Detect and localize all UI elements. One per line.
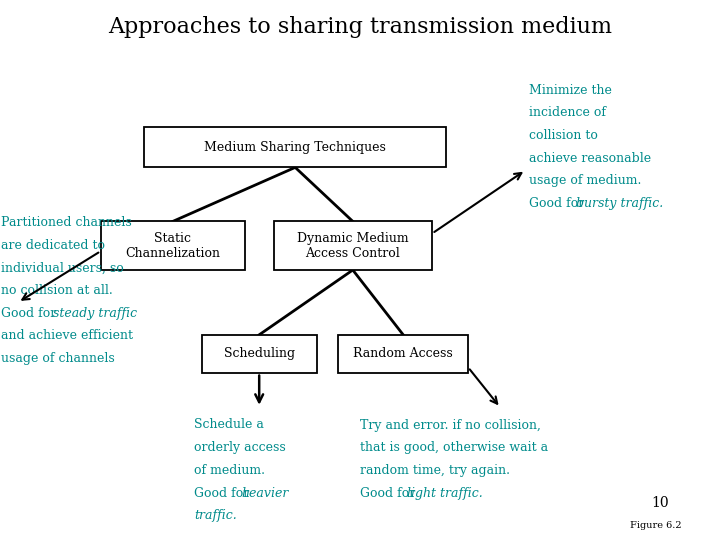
Text: Minimize the: Minimize the [529, 84, 612, 97]
Text: usage of medium.: usage of medium. [529, 174, 642, 187]
Text: 10: 10 [652, 496, 669, 510]
Text: that is good, otherwise wait a: that is good, otherwise wait a [360, 441, 548, 454]
Text: and achieve efficient: and achieve efficient [1, 329, 132, 342]
Text: steady traffic: steady traffic [53, 307, 137, 320]
Text: Good for: Good for [1, 307, 60, 320]
FancyBboxPatch shape [101, 221, 245, 270]
Text: Random Access: Random Access [354, 347, 453, 360]
Text: of medium.: of medium. [194, 464, 266, 477]
FancyBboxPatch shape [338, 335, 468, 373]
Text: Static
Channelization: Static Channelization [125, 232, 220, 260]
Text: collision to: collision to [529, 129, 598, 142]
Text: incidence of: incidence of [529, 106, 606, 119]
Text: light traffic.: light traffic. [407, 487, 482, 500]
Text: heavier: heavier [241, 487, 289, 500]
Text: achieve reasonable: achieve reasonable [529, 152, 652, 165]
Text: Schedule a: Schedule a [194, 418, 264, 431]
Text: bursty traffic.: bursty traffic. [576, 197, 663, 210]
Text: usage of channels: usage of channels [1, 352, 114, 365]
Text: Scheduling: Scheduling [224, 347, 294, 360]
Text: Good for: Good for [194, 487, 253, 500]
Text: Try and error. if no collision,: Try and error. if no collision, [360, 418, 541, 431]
FancyBboxPatch shape [202, 335, 317, 373]
Text: Dynamic Medium
Access Control: Dynamic Medium Access Control [297, 232, 409, 260]
Text: Good for: Good for [360, 487, 419, 500]
FancyBboxPatch shape [274, 221, 432, 270]
Text: orderly access: orderly access [194, 441, 286, 454]
Text: are dedicated to: are dedicated to [1, 239, 104, 252]
Text: Medium Sharing Techniques: Medium Sharing Techniques [204, 140, 386, 154]
Text: traffic.: traffic. [194, 509, 237, 522]
Text: Figure 6.2: Figure 6.2 [630, 521, 682, 530]
Text: Partitioned channels: Partitioned channels [1, 216, 132, 229]
Text: individual users, so: individual users, so [1, 261, 123, 274]
Text: no collision at all.: no collision at all. [1, 284, 112, 297]
FancyBboxPatch shape [144, 127, 446, 167]
Text: Approaches to sharing transmission medium: Approaches to sharing transmission mediu… [108, 16, 612, 38]
Text: Good for: Good for [529, 197, 588, 210]
Text: random time, try again.: random time, try again. [360, 464, 510, 477]
